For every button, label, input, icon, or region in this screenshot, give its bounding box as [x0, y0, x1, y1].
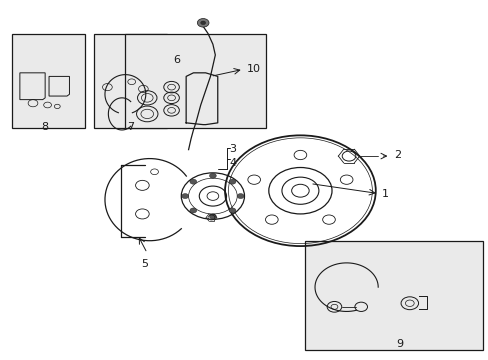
- Text: 2: 2: [393, 150, 400, 160]
- Circle shape: [237, 194, 244, 199]
- Text: 4: 4: [228, 158, 236, 168]
- Bar: [125, 33, 266, 128]
- Text: 1: 1: [381, 189, 388, 199]
- Text: 7: 7: [126, 122, 134, 132]
- Circle shape: [197, 18, 208, 27]
- Bar: [305, 241, 482, 350]
- Text: 10: 10: [246, 64, 261, 73]
- Text: 9: 9: [396, 339, 403, 349]
- Bar: [94, 33, 166, 128]
- Circle shape: [189, 208, 196, 213]
- Circle shape: [182, 194, 188, 199]
- Circle shape: [228, 208, 235, 213]
- Bar: [12, 33, 85, 128]
- Circle shape: [189, 179, 196, 184]
- Circle shape: [209, 214, 216, 219]
- Circle shape: [209, 173, 216, 178]
- Text: 8: 8: [41, 122, 49, 132]
- Text: 6: 6: [173, 55, 180, 65]
- Circle shape: [201, 21, 205, 24]
- Circle shape: [228, 179, 235, 184]
- Text: 3: 3: [228, 144, 235, 154]
- Text: 5: 5: [141, 259, 148, 269]
